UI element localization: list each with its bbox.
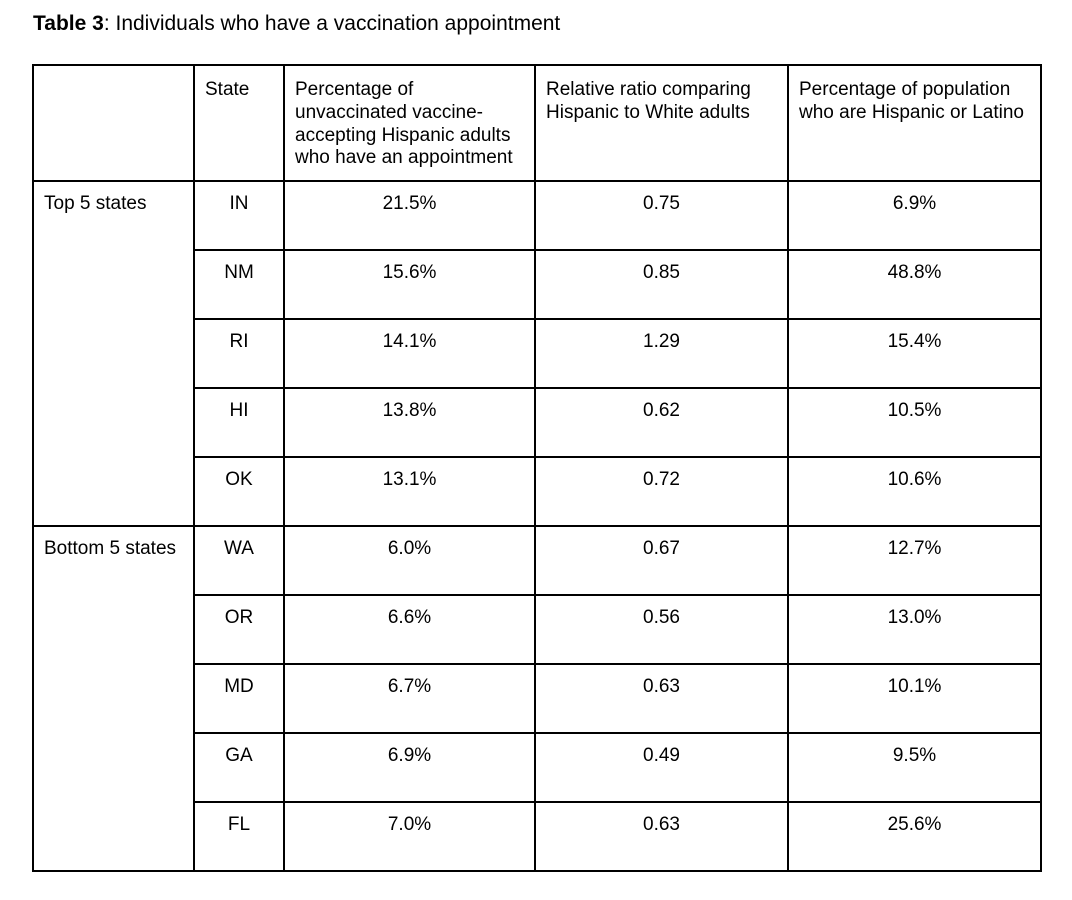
- table-row: NM 15.6% 0.85 48.8%: [33, 249, 1042, 320]
- relative-ratio-cell: 0.62: [534, 387, 789, 458]
- relative-ratio-cell: 0.56: [534, 594, 789, 665]
- pct-appointment-cell: 21.5%: [283, 180, 536, 251]
- table-row: MD 6.7% 0.63 10.1%: [33, 663, 1042, 734]
- col-header-pct-appointment: Percentage of unvaccinated vaccine-accep…: [283, 64, 536, 182]
- pct-appointment-cell: 13.8%: [283, 387, 536, 458]
- relative-ratio-cell: 0.67: [534, 525, 789, 596]
- state-cell: RI: [193, 318, 285, 389]
- col-header-relative-ratio: Relative ratio comparing Hispanic to Whi…: [534, 64, 789, 182]
- relative-ratio-cell: 1.29: [534, 318, 789, 389]
- table-row: FL 7.0% 0.63 25.6%: [33, 801, 1042, 872]
- state-cell: OR: [193, 594, 285, 665]
- pct-hispanic-cell: 10.1%: [787, 663, 1042, 734]
- group-label-top5: Top 5 states: [32, 180, 195, 527]
- pct-hispanic-cell: 25.6%: [787, 801, 1042, 872]
- relative-ratio-cell: 0.85: [534, 249, 789, 320]
- table-row: Bottom 5 states WA 6.0% 0.67 12.7%: [32, 525, 1042, 872]
- state-cell: IN: [193, 180, 285, 251]
- pct-hispanic-cell: 13.0%: [787, 594, 1042, 665]
- table-row: OR 6.6% 0.56 13.0%: [33, 594, 1042, 665]
- pct-appointment-cell: 13.1%: [283, 456, 536, 527]
- group-label-bottom5: Bottom 5 states: [32, 525, 195, 872]
- state-cell: FL: [193, 801, 285, 872]
- state-cell: WA: [193, 525, 285, 596]
- pct-appointment-cell: 6.6%: [283, 594, 536, 665]
- table-number: Table 3: [33, 12, 104, 35]
- pct-hispanic-cell: 48.8%: [787, 249, 1042, 320]
- relative-ratio-cell: 0.72: [534, 456, 789, 527]
- state-cell: HI: [193, 387, 285, 458]
- table-row: OK 13.1% 0.72 10.6%: [33, 456, 1042, 527]
- relative-ratio-cell: 0.63: [534, 801, 789, 872]
- relative-ratio-cell: 0.75: [534, 180, 789, 251]
- pct-hispanic-cell: 10.5%: [787, 387, 1042, 458]
- pct-appointment-cell: 15.6%: [283, 249, 536, 320]
- state-cell: NM: [193, 249, 285, 320]
- table-row: Top 5 states IN 21.5% 0.75 6.9%: [32, 180, 1042, 527]
- pct-hispanic-cell: 6.9%: [787, 180, 1042, 251]
- table-caption: Table 3: Individuals who have a vaccinat…: [33, 11, 560, 37]
- table-row: GA 6.9% 0.49 9.5%: [33, 732, 1042, 803]
- table-row: HI 13.8% 0.62 10.5%: [33, 387, 1042, 458]
- pct-hispanic-cell: 15.4%: [787, 318, 1042, 389]
- pct-appointment-cell: 7.0%: [283, 801, 536, 872]
- pct-hispanic-cell: 10.6%: [787, 456, 1042, 527]
- col-header-pct-hispanic: Percentage of population who are Hispani…: [787, 64, 1042, 182]
- col-header-group: [32, 64, 195, 182]
- state-cell: OK: [193, 456, 285, 527]
- pct-appointment-cell: 6.0%: [283, 525, 536, 596]
- relative-ratio-cell: 0.63: [534, 663, 789, 734]
- state-cell: GA: [193, 732, 285, 803]
- table-row: RI 14.1% 1.29 15.4%: [33, 318, 1042, 389]
- pct-appointment-cell: 6.7%: [283, 663, 536, 734]
- table-caption-text: : Individuals who have a vaccination app…: [103, 12, 561, 35]
- relative-ratio-cell: 0.49: [534, 732, 789, 803]
- col-header-state: State: [193, 64, 285, 182]
- header-row: State Percentage of unvaccinated vaccine…: [32, 64, 1042, 182]
- vaccination-appointment-table: State Percentage of unvaccinated vaccine…: [32, 64, 1042, 872]
- pct-appointment-cell: 14.1%: [283, 318, 536, 389]
- pct-hispanic-cell: 12.7%: [787, 525, 1042, 596]
- pct-appointment-cell: 6.9%: [283, 732, 536, 803]
- pct-hispanic-cell: 9.5%: [787, 732, 1042, 803]
- state-cell: MD: [193, 663, 285, 734]
